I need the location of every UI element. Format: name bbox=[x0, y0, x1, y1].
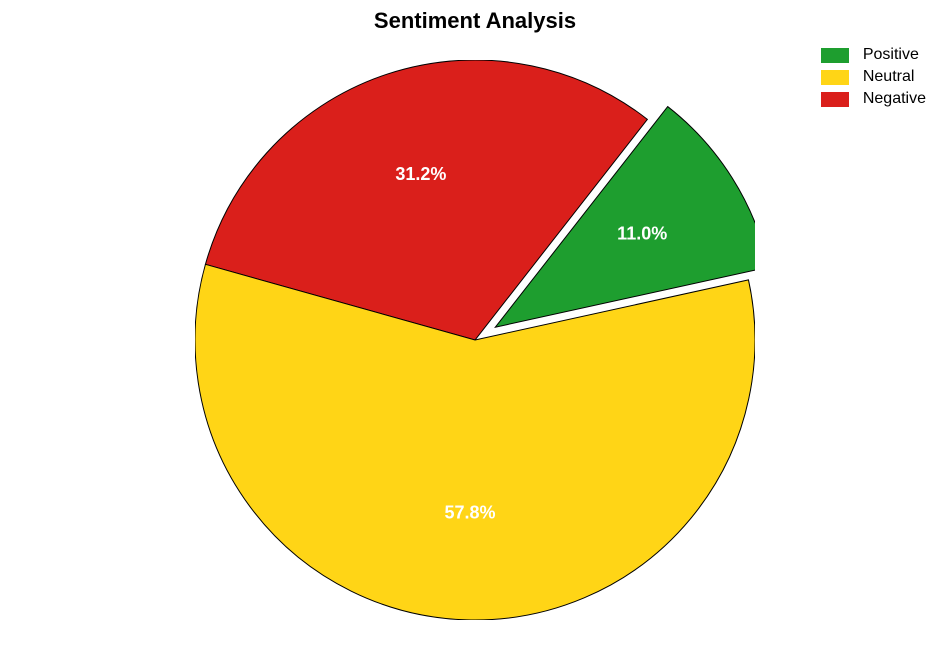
legend: Positive Neutral Negative bbox=[821, 46, 926, 112]
legend-item-negative: Negative bbox=[821, 90, 926, 108]
pie-svg: 31.2% 57.8% 11.0% bbox=[195, 60, 755, 620]
legend-label-neutral: Neutral bbox=[863, 68, 915, 86]
legend-swatch-positive bbox=[821, 48, 849, 63]
legend-label-positive: Positive bbox=[863, 46, 919, 64]
legend-label-negative: Negative bbox=[863, 90, 926, 108]
slice-label-neutral: 57.8% bbox=[445, 502, 496, 522]
chart-title: Sentiment Analysis bbox=[0, 8, 950, 34]
pie-chart: 31.2% 57.8% 11.0% bbox=[195, 60, 755, 620]
legend-item-neutral: Neutral bbox=[821, 68, 926, 86]
legend-item-positive: Positive bbox=[821, 46, 926, 64]
slice-label-negative: 31.2% bbox=[395, 164, 446, 184]
slice-label-positive: 11.0% bbox=[617, 223, 667, 243]
legend-swatch-neutral bbox=[821, 70, 849, 85]
legend-swatch-negative bbox=[821, 92, 849, 107]
